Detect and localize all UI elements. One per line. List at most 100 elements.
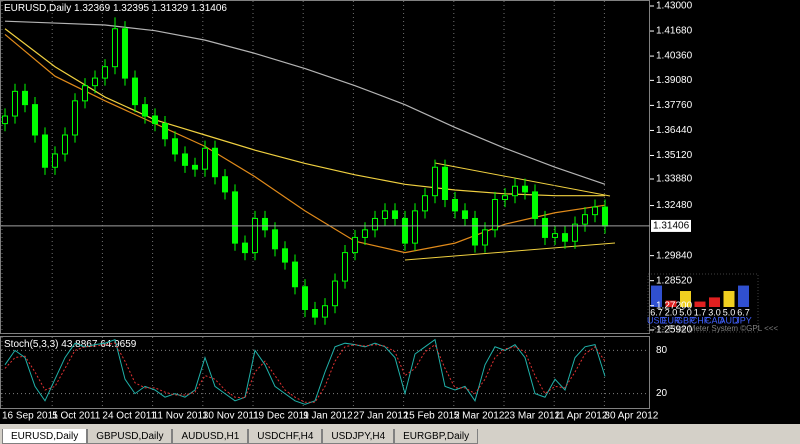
candle-body <box>492 198 498 231</box>
candle-body <box>512 185 518 197</box>
candle-body <box>2 115 8 125</box>
candle-body <box>22 90 28 106</box>
price-tick-label: 1.25920 <box>656 325 693 336</box>
candle-body <box>322 305 328 318</box>
candle-body <box>212 147 218 178</box>
candle-body <box>232 191 238 244</box>
chart-tab[interactable]: USDCHF,H4 <box>248 429 323 444</box>
date-label: 11 Apr 2012 <box>554 411 608 422</box>
chart-tab[interactable]: USDJPY,H4 <box>322 429 395 444</box>
candle-body <box>402 217 408 244</box>
price-tick-label: 1.32480 <box>656 200 693 211</box>
candle-body <box>452 198 458 212</box>
stoch-signal-last: 64.9659 <box>100 339 137 350</box>
date-label: 27 Jan 2012 <box>353 411 408 422</box>
price-tick-label: 1.37760 <box>656 100 693 111</box>
candle-body <box>552 233 558 238</box>
price-tick-label: 1.40360 <box>656 51 693 62</box>
current-price-box <box>651 219 691 232</box>
meter-currency: EUR <box>661 315 681 325</box>
candle-body <box>332 280 338 307</box>
candle-body <box>562 233 568 242</box>
moving-average <box>4 28 605 197</box>
stoch-main-last: 43.8867 <box>61 339 98 350</box>
chart-tab[interactable]: EURUSD,Daily <box>2 429 88 444</box>
candle-body <box>542 217 548 238</box>
moving-average <box>4 33 606 254</box>
stoch-name: Stoch(5,3,3) <box>4 339 58 350</box>
candle-body <box>472 217 478 246</box>
candle-body <box>152 115 158 125</box>
price-tick-label: 1.27200 <box>656 300 693 311</box>
candle-body <box>602 206 608 227</box>
stoch-tick-label: 80 <box>656 345 668 356</box>
candle-body <box>122 28 128 79</box>
price-tick-label: 1.41680 <box>656 26 693 37</box>
chart-tab[interactable]: GBPUSD,Daily <box>87 429 173 444</box>
open: 1.32369 <box>74 3 111 14</box>
candle-body <box>532 191 538 219</box>
date-label: 16 Sep 2011 <box>2 411 58 422</box>
chart-tab[interactable]: EURGBP,Daily <box>394 429 479 444</box>
stoch-title: Stoch(5,3,3) 43.8867 64.9659 <box>4 339 137 350</box>
date-label: 23 Mar 2012 <box>504 411 561 422</box>
candle-body <box>502 195 508 200</box>
candle-body <box>202 147 208 170</box>
price-tick-label: 1.36440 <box>656 125 693 136</box>
meter-currency: USD <box>647 315 667 325</box>
candle-body <box>62 134 68 155</box>
date-label: 5 Oct 2011 <box>52 411 101 422</box>
candle-body <box>92 77 98 87</box>
high: 1.32395 <box>113 3 150 14</box>
meter-value: 3.0 <box>708 307 721 317</box>
candle-body <box>32 104 38 136</box>
candle-body <box>422 195 428 212</box>
candle-body <box>172 138 178 155</box>
candle-body <box>102 66 108 79</box>
meter-value: 5.0 <box>679 307 692 317</box>
candle-body <box>362 229 368 238</box>
candle-body <box>162 123 168 140</box>
date-label: 24 Oct 2011 <box>102 411 156 422</box>
candle-body <box>302 286 308 311</box>
trendline <box>434 162 611 197</box>
date-label: 30 Apr 2012 <box>604 411 658 422</box>
price-tick-label: 1.33880 <box>656 174 693 185</box>
low: 1.31329 <box>152 3 189 14</box>
meter-value: 2.0 <box>665 307 678 317</box>
candle-body <box>192 164 198 170</box>
candle-body <box>132 77 138 106</box>
candle-body <box>292 261 298 288</box>
meter-currency: AUD <box>719 315 739 325</box>
candle-body <box>432 166 438 197</box>
current-price-label: 1.31406 <box>653 221 690 232</box>
date-label: 19 Dec 2011 <box>253 411 309 422</box>
candle-body <box>572 223 578 242</box>
chart-tab[interactable]: AUDUSD,H1 <box>172 429 249 444</box>
candle-body <box>252 217 258 254</box>
candle-body <box>372 217 378 231</box>
candle-body <box>142 104 148 117</box>
meter-value: 5.0 <box>723 307 736 317</box>
stoch-panel <box>0 336 650 409</box>
meter-bar <box>651 285 662 307</box>
price-tick-label: 1.39080 <box>656 75 693 86</box>
stoch-main <box>4 338 606 405</box>
candle-body <box>42 134 48 168</box>
meter-value: 1.7 <box>694 307 707 317</box>
meter-bar <box>709 297 720 307</box>
meter-value: 6.7 <box>650 307 663 317</box>
candle-body <box>522 185 528 193</box>
price-meter: 6.7USD2.0EUR5.0GBP1.7CHF3.0CAD5.0AUD6.7J… <box>647 273 778 333</box>
candle-body <box>222 176 228 193</box>
date-label: 9 Jan 2012 <box>303 411 353 422</box>
date-label: 30 Nov 2011 <box>203 411 259 422</box>
meter-frame <box>647 273 759 333</box>
candle-body <box>482 229 488 246</box>
candle-body <box>592 206 598 216</box>
candle-body <box>52 153 58 168</box>
meter-value: 6.7 <box>737 307 750 317</box>
price-tick-label: 1.43000 <box>656 1 693 12</box>
candle-body <box>282 248 288 263</box>
meter-footer: >>> Price Meter System ©GPL <<< <box>652 324 778 333</box>
